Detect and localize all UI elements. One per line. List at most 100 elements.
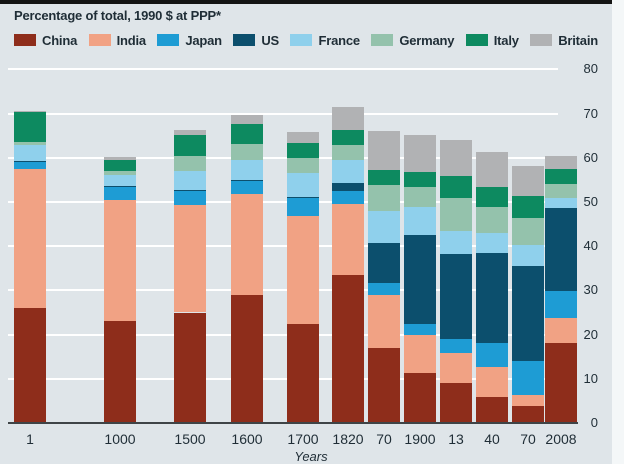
x-tick-label: 1500 <box>174 431 206 447</box>
legend-swatch-britain <box>530 34 553 46</box>
bar-segment-britain-1500 <box>174 129 206 136</box>
legend-swatch-japan <box>157 34 180 46</box>
bar-segment-us-1 <box>14 160 46 163</box>
y-tick-label: 30 <box>583 282 598 298</box>
bar-segment-france-1000 <box>104 174 136 186</box>
bar-segment-france-70 <box>368 210 400 243</box>
gridline-20 <box>8 333 558 336</box>
bar-segment-us-1600 <box>231 180 263 182</box>
chart-title: Percentage of total, 1990 $ at PPP* <box>14 8 221 23</box>
bar-segment-france-1500 <box>174 170 206 191</box>
legend-label: France <box>318 32 360 48</box>
legend: China India Japan US France Germany Italy Brita… <box>14 31 598 49</box>
bar-segment-japan-1500 <box>174 191 206 206</box>
bar-segment-japan-40 <box>476 342 508 367</box>
bar-segment-us-2008 <box>545 208 577 292</box>
bar-segment-india-70 <box>368 294 400 348</box>
bar-segment-france-13 <box>440 230 472 254</box>
bar-segment-germany-1 <box>14 141 46 145</box>
bar-segment-china-1700 <box>287 323 319 423</box>
bar-segment-china-1000 <box>104 321 136 423</box>
bar-segment-india-13 <box>440 353 472 384</box>
bar-segment-china-70 <box>368 347 400 423</box>
bar-segment-japan-1600 <box>231 181 263 195</box>
bar-segment-britain-13 <box>440 139 472 177</box>
legend-item-britain: Britain <box>530 33 598 48</box>
legend-label: US <box>261 32 280 48</box>
x-tick-label: 1900 <box>404 431 436 447</box>
bar-segment-china-1500 <box>174 312 206 423</box>
y-tick-label: 50 <box>583 194 598 209</box>
bar-segment-us-70 <box>512 266 544 362</box>
bar-segment-france-70 <box>512 244 544 267</box>
x-tick-label: 40 <box>484 431 500 447</box>
y-tick-label: 80 <box>583 61 598 77</box>
bar-segment-britain-1600 <box>231 115 263 125</box>
bar-segment-italy-1 <box>14 112 46 142</box>
x-axis-title: Years <box>294 449 328 464</box>
bar-segment-germany-1820 <box>332 144 364 160</box>
bar-segment-germany-13 <box>440 198 472 231</box>
bar-segment-japan-1000 <box>104 187 136 200</box>
right-margin-strip <box>612 0 624 464</box>
bar-segment-germany-40 <box>476 207 508 234</box>
bar-segment-britain-70 <box>368 131 400 171</box>
legend-swatch-france <box>290 34 313 46</box>
bar-segment-japan-13 <box>440 338 472 354</box>
bar-segment-china-1900 <box>404 372 436 423</box>
legend-swatch-china <box>14 34 36 46</box>
bar-segment-us-70 <box>368 242 400 284</box>
bar-segment-italy-70 <box>368 170 400 186</box>
bar-segment-france-1900 <box>404 207 436 236</box>
bar-segment-germany-1000 <box>104 170 136 175</box>
x-axis-line <box>8 422 578 424</box>
x-tick-label: 1700 <box>287 431 319 447</box>
bar-segment-italy-1000 <box>104 159 136 171</box>
bar-segment-italy-13 <box>440 176 472 199</box>
bar-segment-india-1000 <box>104 199 136 322</box>
bar-segment-us-1900 <box>404 235 436 324</box>
bar-segment-britain-40 <box>476 152 508 188</box>
legend-swatch-italy <box>465 34 488 46</box>
legend-label: Germany <box>399 32 455 48</box>
legend-label: Japan <box>185 32 222 48</box>
bar-segment-italy-1500 <box>174 135 206 157</box>
y-tick-label: 20 <box>583 326 598 342</box>
bar-segment-india-1820 <box>332 204 364 275</box>
bar-segment-germany-1700 <box>287 157 319 174</box>
bar-segment-china-2008 <box>545 343 577 423</box>
legend-swatch-germany <box>371 34 394 46</box>
x-tick-label: 1600 <box>231 431 263 447</box>
legend-item-us: US <box>233 33 279 48</box>
legend-label: China <box>42 32 78 48</box>
bar-segment-us-1000 <box>104 185 136 188</box>
bar-segment-france-1820 <box>332 160 364 183</box>
bar-segment-japan-1 <box>14 162 46 169</box>
legend-item-india: India <box>88 33 146 48</box>
bar-segment-india-2008 <box>545 318 577 344</box>
legend-item-italy: Italy <box>465 33 519 48</box>
bar-segment-france-1 <box>14 144 46 161</box>
x-tick-label: 13 <box>448 431 464 447</box>
y-tick-label: 10 <box>583 370 598 386</box>
bar-segment-britain-1820 <box>332 106 364 130</box>
bar-segment-britain-70 <box>512 165 544 196</box>
bar-segment-france-1600 <box>231 160 263 181</box>
bar-segment-japan-2008 <box>545 291 577 319</box>
bar-segment-italy-70 <box>512 195 544 218</box>
bar-segment-france-1700 <box>287 173 319 197</box>
x-tick-label: 2008 <box>545 431 577 447</box>
x-tick-label: 1820 <box>332 431 364 447</box>
legend-item-japan: Japan <box>157 33 222 48</box>
bar-segment-japan-70 <box>512 361 544 396</box>
bar-segment-germany-1500 <box>174 156 206 171</box>
bar-segment-china-1 <box>14 308 46 423</box>
bar-segment-us-1500 <box>174 190 206 192</box>
bar-segment-china-70 <box>512 406 544 423</box>
bar-segment-us-1820 <box>332 182 364 192</box>
bar-segment-italy-1900 <box>404 172 436 188</box>
bar-segment-japan-70 <box>368 283 400 295</box>
bar-segment-italy-1600 <box>231 124 263 144</box>
bar-segment-india-1700 <box>287 215 319 324</box>
y-tick-label: 40 <box>583 238 598 254</box>
